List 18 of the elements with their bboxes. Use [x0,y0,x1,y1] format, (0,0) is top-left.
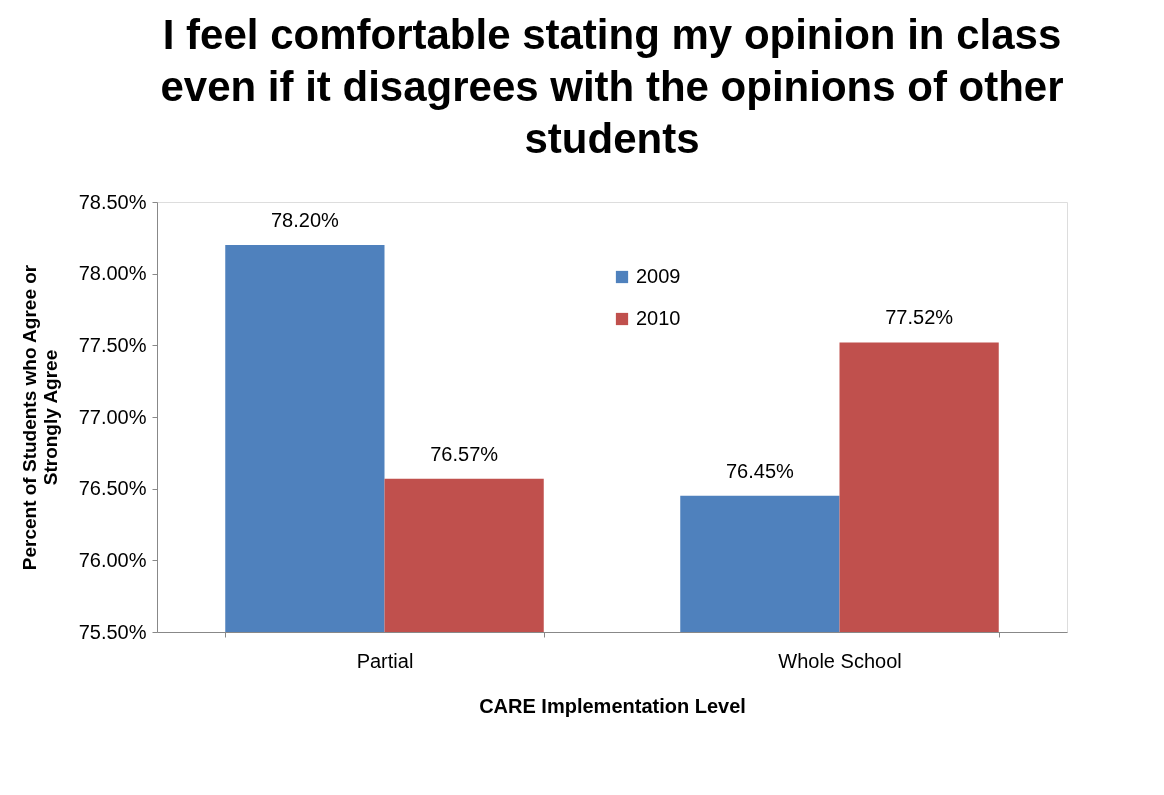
data-label: 76.45% [725,459,794,482]
data-label: 78.20% [270,209,339,231]
y-tick-label: 77.00% [78,405,147,428]
y-tick-label: 76.00% [78,548,147,571]
legend-label: 2009 [636,265,681,287]
y-axis-title: Percent of Students who Agree or Strongly Agree [18,264,61,571]
y-tick-label: 78.50% [78,190,147,213]
x-tick-label: Partial [356,649,414,672]
y-tick-label: 78.00% [78,262,147,285]
x-tick-label: Whole School [778,649,902,672]
legend-label: 2010 [636,307,681,329]
chart-title: I feel comfortable stating my opinion in class even if it disagrees with the opinions of other students [160,11,1064,162]
data-label: 76.57% [430,442,499,465]
y-tick-label: 75.50% [78,620,147,643]
x-axis-title: CARE Implementation Level [479,694,746,717]
y-tick-label: 77.50% [78,333,147,356]
data-label: 77.52% [885,306,954,329]
y-tick-label: 76.50% [78,477,147,500]
